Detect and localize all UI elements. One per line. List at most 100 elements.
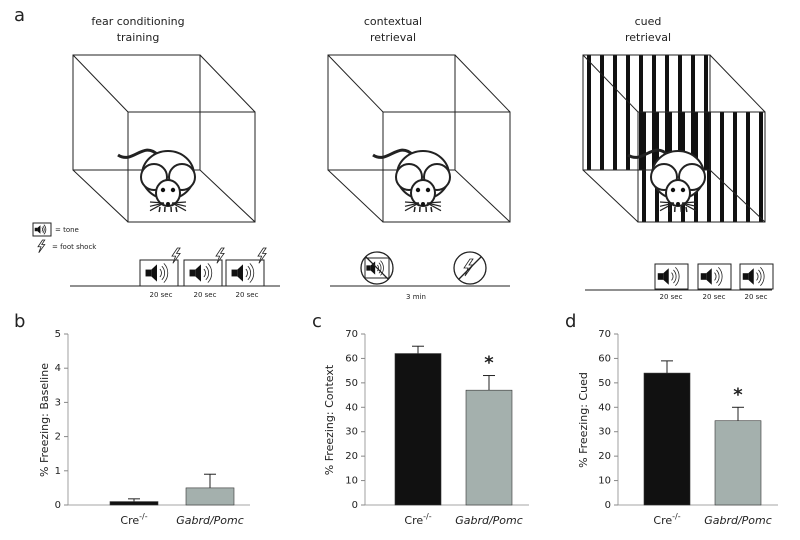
- speaker-cone: [748, 268, 754, 285]
- sound-wave: [673, 269, 677, 284]
- speaker-body: [742, 273, 749, 280]
- mouse-eye: [160, 187, 166, 193]
- mouse-paw: [685, 206, 688, 213]
- cube-edge: [582, 169, 639, 223]
- mouse-whisker: [659, 202, 675, 212]
- mouse-paw: [175, 206, 178, 213]
- y-tick-label: 5: [55, 329, 61, 340]
- y-tick-label: 70: [345, 329, 358, 340]
- category-name: Cre: [653, 514, 672, 527]
- mouse-whisker: [149, 201, 165, 204]
- mouse-paw: [668, 206, 671, 213]
- cube-edge: [327, 169, 384, 223]
- mouse-whisker: [426, 201, 442, 204]
- mouse-whisker: [426, 202, 442, 212]
- sound-wave: [758, 269, 762, 284]
- sound-wave: [159, 268, 162, 278]
- mouse-eye: [425, 187, 431, 193]
- duration: 20 sec: [660, 293, 683, 301]
- speaker-body: [145, 269, 152, 277]
- category-superscript: -/-: [672, 512, 681, 521]
- y-tick-label: 20: [598, 451, 611, 462]
- category-superscript: -/-: [139, 512, 148, 521]
- y-tick-label: 40: [598, 402, 611, 413]
- duration: 20 sec: [150, 291, 173, 299]
- duration: 20 sec: [745, 293, 768, 301]
- mouse-eye: [415, 187, 421, 193]
- sound-wave: [161, 265, 166, 281]
- y-tick-label: 2: [55, 432, 61, 443]
- y-axis-label: % Freezing: Cued: [577, 372, 590, 468]
- mouse-whisker: [681, 202, 697, 207]
- duration: 20 sec: [194, 291, 217, 299]
- duration: 20 sec: [703, 293, 726, 301]
- cube-edge: [199, 169, 256, 223]
- x-tick-label: Cre-/-: [653, 512, 680, 528]
- mouse-eye: [670, 187, 676, 193]
- mouse-whisker: [149, 202, 165, 207]
- duration: 20 sec: [236, 291, 259, 299]
- sound-wave: [760, 266, 765, 287]
- speaker-body: [366, 265, 371, 271]
- y-tick-label: 1: [55, 466, 61, 477]
- category-name: Cre: [404, 514, 423, 527]
- sound-wave: [205, 265, 210, 281]
- mouse-whisker: [171, 202, 187, 212]
- tone-bracket: [183, 259, 223, 286]
- speaker-cone: [37, 225, 41, 234]
- stage-title: training: [117, 31, 160, 44]
- category-superscript: -/-: [423, 512, 432, 521]
- y-tick-label: 50: [345, 378, 358, 389]
- bar: [185, 487, 235, 506]
- sound-wave: [43, 224, 47, 235]
- speaker-body: [34, 227, 38, 232]
- lightning: [37, 239, 46, 253]
- x-tick-label: Gabrd/Pomc: [176, 514, 244, 527]
- duration: 3 min: [406, 293, 426, 301]
- mouse-whisker: [681, 202, 697, 212]
- speaker-box: [364, 257, 390, 279]
- speaker-box: [32, 222, 52, 237]
- sound-wave: [203, 268, 206, 278]
- mouse-tail: [117, 148, 160, 159]
- speaker-box: [697, 263, 732, 290]
- mouse-eye: [680, 187, 686, 193]
- mouse-whisker: [659, 202, 675, 207]
- no-sign-slash: [458, 256, 482, 280]
- stage-title: cued: [635, 15, 662, 28]
- mouse-paw: [413, 206, 416, 213]
- sound-wave: [377, 264, 380, 272]
- panel-label: b: [14, 311, 25, 332]
- speaker-cone: [706, 268, 712, 285]
- sound-wave: [675, 266, 680, 287]
- sound-wave: [207, 263, 213, 283]
- no-sign: [453, 251, 487, 285]
- speaker-cone: [195, 264, 201, 282]
- sound-wave: [380, 260, 384, 276]
- x-tick-label: Gabrd/Pomc: [704, 514, 772, 527]
- sound-wave: [671, 272, 674, 281]
- y-tick-label: 0: [605, 500, 611, 511]
- y-tick-label: 20: [345, 451, 358, 462]
- stage-title: retrieval: [625, 31, 671, 44]
- sound-wave: [163, 263, 169, 283]
- y-tick-label: 70: [598, 329, 611, 340]
- sound-wave: [41, 227, 44, 232]
- category-name: Gabrd/Pomc: [704, 514, 772, 527]
- y-tick-label: 3: [55, 397, 61, 408]
- lightning: [171, 247, 181, 264]
- cube-edge: [72, 54, 129, 113]
- lightning: [215, 247, 225, 264]
- bar: [643, 372, 691, 506]
- y-axis-label: % Freezing: Context: [323, 364, 336, 475]
- speaker-body: [231, 269, 238, 277]
- cube-edge: [454, 169, 511, 223]
- sound-wave: [716, 269, 720, 284]
- cube-front: [127, 111, 256, 223]
- no-sign: [360, 251, 394, 285]
- lightning: [463, 258, 474, 277]
- significance-marker: *: [733, 384, 743, 405]
- panel-label: d: [565, 311, 576, 332]
- sound-wave: [245, 268, 248, 278]
- bar: [394, 353, 442, 506]
